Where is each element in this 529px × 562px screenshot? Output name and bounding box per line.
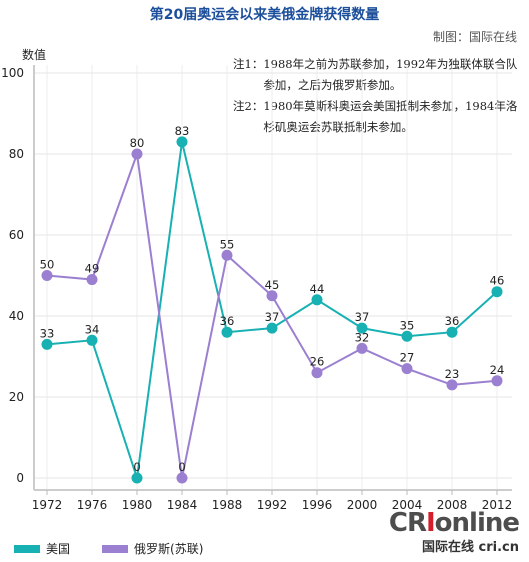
- data-point-russia: [401, 363, 413, 375]
- data-point-russia: [266, 290, 278, 302]
- data-label-russia: 45: [265, 278, 280, 292]
- cri-online-logo: CRIonline: [388, 508, 520, 538]
- y-tick-label: 80: [9, 147, 24, 161]
- data-point-russia: [86, 274, 98, 286]
- x-tick-label: 1988: [212, 498, 243, 512]
- data-point-russia: [176, 472, 188, 484]
- x-tick-label: 2008: [437, 498, 468, 512]
- logo-part-cr: CR: [388, 508, 427, 538]
- y-tick-label: 100: [1, 66, 24, 80]
- data-point-russia: [311, 367, 323, 379]
- data-label-russia: 55: [220, 237, 235, 251]
- chart-credit: 制图：国际在线: [432, 30, 517, 44]
- data-point-usa: [356, 322, 368, 334]
- data-point-usa: [131, 472, 143, 484]
- data-point-usa: [176, 136, 188, 148]
- data-label-russia: 0: [178, 460, 185, 474]
- data-label-usa: 44: [310, 282, 325, 296]
- note-2-key: 注2：: [233, 99, 264, 113]
- legend-label-russia: 俄罗斯(苏联): [134, 542, 204, 556]
- data-point-usa: [41, 338, 53, 350]
- data-label-russia: 32: [355, 330, 370, 344]
- data-point-usa: [401, 330, 413, 342]
- data-label-usa: 37: [355, 310, 370, 324]
- data-point-russia: [446, 379, 458, 391]
- data-label-russia: 80: [130, 136, 145, 150]
- y-tick-label: 60: [9, 228, 24, 242]
- y-tick-label: 0: [16, 471, 24, 485]
- data-point-russia: [131, 148, 143, 160]
- data-point-usa: [266, 322, 278, 334]
- data-label-russia: 26: [310, 355, 325, 369]
- data-point-usa: [491, 286, 503, 298]
- data-point-usa: [221, 326, 233, 338]
- note-1-key: 注1：: [233, 57, 264, 71]
- data-point-russia: [221, 249, 233, 261]
- y-tick-label: 20: [9, 390, 24, 404]
- chart-title: 第20届奥运会以来美俄金牌获得数量: [149, 7, 380, 23]
- x-tick-label: 1976: [77, 498, 108, 512]
- x-tick-label: 2004: [392, 498, 423, 512]
- data-point-russia: [41, 270, 53, 281]
- note-2-text: 1980年莫斯科奥运会美国抵制未参加，1984年洛杉矶奥运会苏联抵制未参加。: [263, 99, 518, 134]
- x-tick-label: 1984: [167, 498, 198, 512]
- legend: 美国 俄罗斯(苏联): [14, 540, 235, 557]
- data-label-russia: 23: [445, 367, 460, 381]
- legend-swatch-russia: [102, 544, 129, 553]
- data-label-russia: 27: [400, 351, 415, 365]
- data-point-usa: [311, 294, 323, 306]
- data-label-usa: 35: [400, 318, 415, 332]
- note-2: 注2： 1980年莫斯科奥运会美国抵制未参加，1984年洛杉矶奥运会苏联抵制未参…: [233, 96, 523, 138]
- data-label-usa: 36: [445, 314, 460, 328]
- note-1-text: 1988年之前为苏联参加，1992年为独联体联合队参加，之后为俄罗斯参加。: [263, 57, 518, 92]
- cri-online-watermark: CRIonline 国际在线 cri.cn: [388, 508, 520, 555]
- data-point-russia: [356, 342, 368, 354]
- data-point-usa: [86, 334, 98, 346]
- data-label-usa: 46: [490, 274, 505, 288]
- logo-part-i: I: [425, 508, 436, 538]
- x-tick-label: 1996: [302, 498, 333, 512]
- data-label-usa: 83: [175, 124, 190, 138]
- x-tick-label: 2000: [347, 498, 378, 512]
- data-label-usa: 37: [265, 310, 280, 324]
- x-tick-label: 1992: [257, 498, 288, 512]
- legend-label-usa: 美国: [46, 542, 71, 556]
- legend-item-usa[interactable]: 美国: [14, 540, 70, 557]
- legend-item-russia[interactable]: 俄罗斯(苏联): [102, 540, 203, 557]
- notes-annotation: 注1： 1988年之前为苏联参加，1992年为独联体联合队参加，之后为俄罗斯参加…: [233, 54, 523, 138]
- data-label-russia: 49: [85, 262, 100, 276]
- data-label-usa: 36: [220, 314, 235, 328]
- logo-part-online: online: [434, 508, 520, 538]
- x-tick-label: 1980: [122, 498, 153, 512]
- x-tick-label: 1972: [32, 498, 63, 512]
- y-axis-label: 数值: [22, 48, 47, 62]
- data-label-usa: 0: [133, 460, 140, 474]
- data-label-russia: 50: [40, 258, 55, 272]
- data-label-usa: 34: [85, 322, 100, 336]
- legend-swatch-usa: [14, 544, 40, 553]
- x-tick-label: 2012: [482, 498, 513, 512]
- y-tick-label: 40: [9, 309, 24, 323]
- watermark-subtitle: 国际在线 cri.cn: [422, 540, 519, 555]
- data-label-usa: 33: [40, 326, 55, 340]
- data-label-russia: 24: [490, 363, 505, 377]
- data-point-russia: [491, 375, 503, 387]
- note-1: 注1： 1988年之前为苏联参加，1992年为独联体联合队参加，之后为俄罗斯参加…: [233, 54, 523, 96]
- data-point-usa: [446, 326, 458, 338]
